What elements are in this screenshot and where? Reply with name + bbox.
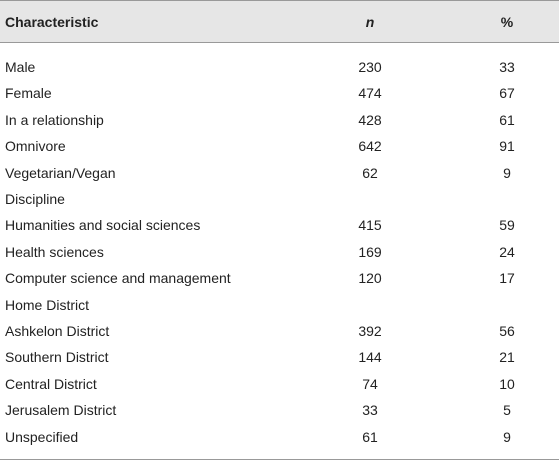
row-label: In a relationship	[5, 111, 104, 128]
row-value: 392	[358, 323, 382, 339]
row-value: 17	[499, 270, 515, 287]
row-value: 56	[499, 323, 515, 339]
row-value: 62	[362, 164, 378, 181]
row-value: 474	[358, 85, 382, 102]
row-value: 59	[499, 217, 515, 234]
row-value: 5	[503, 402, 511, 419]
row-label: Unspecified	[5, 428, 79, 445]
row-value: 61	[362, 428, 378, 445]
row-value: 9	[503, 428, 511, 445]
row-value: 61	[499, 111, 515, 128]
row-label: Humanities and social sciences	[5, 217, 201, 234]
row-value: 67	[499, 85, 515, 102]
row-label: Health sciences	[5, 243, 104, 260]
row-value: 169	[358, 243, 382, 260]
header-cell: Characteristic	[5, 14, 99, 30]
row-label: Jerusalem District	[5, 402, 117, 419]
row-label: Male	[5, 59, 36, 75]
row-value: 33	[499, 59, 515, 75]
row-label: Southern District	[5, 349, 109, 366]
row-value: 642	[358, 138, 382, 155]
row-label: Computer science and management	[5, 270, 231, 287]
bottom-rule	[0, 459, 559, 460]
row-label: Female	[5, 85, 52, 102]
header-cell: %	[500, 14, 514, 30]
row-value: 9	[503, 164, 511, 181]
row-label: Ashkelon District	[5, 323, 110, 339]
row-value: 10	[499, 375, 515, 392]
row-value: 120	[358, 270, 382, 287]
row-value: 428	[358, 111, 382, 128]
row-value: 144	[358, 349, 382, 366]
row-label: Omnivore	[5, 138, 66, 155]
header-cell: n	[365, 14, 375, 30]
row-label: Discipline	[5, 191, 65, 207]
row-label: Home District	[5, 296, 90, 313]
row-value: 415	[358, 217, 382, 234]
row-value: 91	[499, 138, 515, 155]
header-background	[0, 0, 559, 43]
row-value: 21	[499, 349, 515, 366]
row-value: 74	[362, 375, 378, 392]
row-value: 230	[358, 59, 382, 75]
row-label: Central District	[5, 375, 97, 392]
row-value: 24	[499, 243, 515, 260]
row-value: 33	[362, 402, 378, 419]
row-label: Vegetarian/Vegan	[5, 164, 116, 181]
